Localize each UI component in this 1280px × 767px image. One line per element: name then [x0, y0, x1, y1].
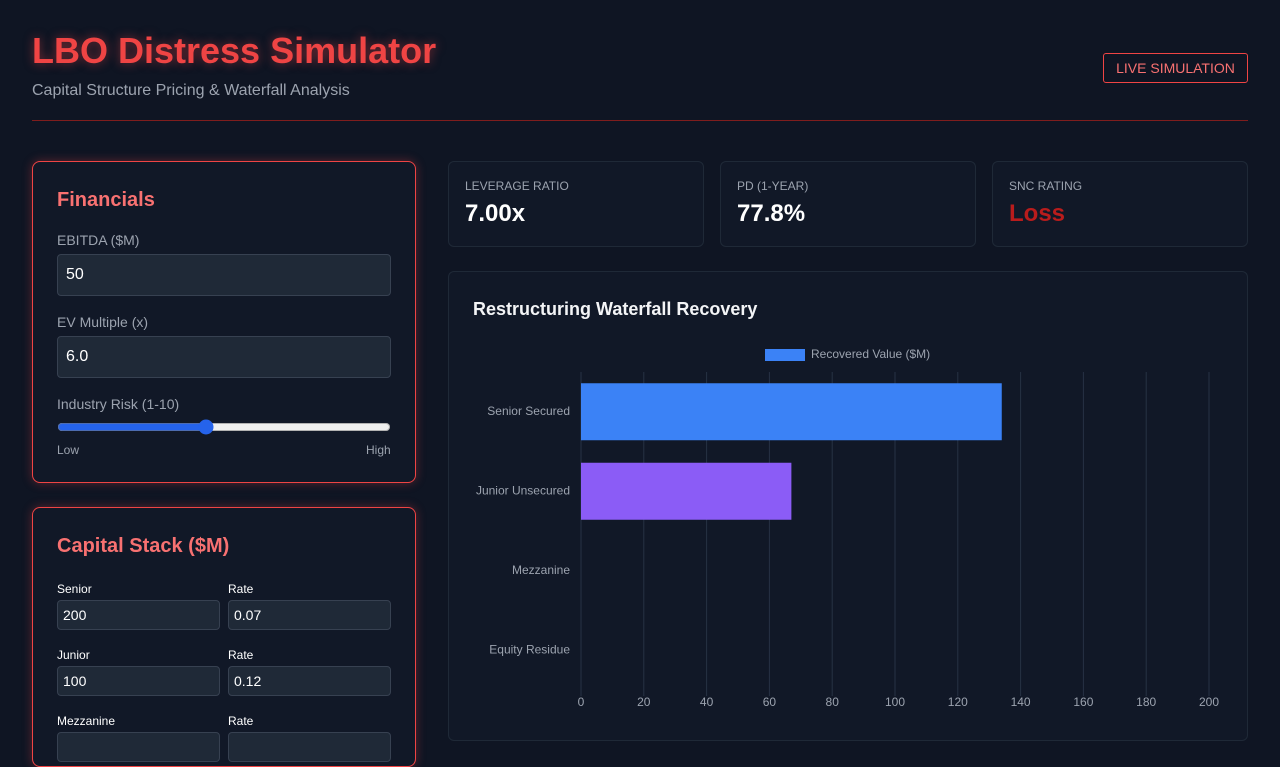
y-tick-label: Equity Residue: [489, 642, 570, 656]
field-label: EBITDA ($M): [57, 232, 140, 248]
page: LBO Distress Simulator Capital Structure…: [32, 30, 1248, 767]
slider-low: Low: [57, 443, 80, 457]
x-tick-label: 60: [763, 695, 777, 709]
stack-input[interactable]: [57, 732, 220, 762]
ebitda-input[interactable]: [57, 254, 391, 296]
field-label: Rate: [228, 582, 254, 596]
kpi-card: [448, 161, 704, 247]
bar: [581, 383, 1002, 441]
kpi-value: 7.00x: [465, 200, 526, 227]
app-title: LBO Distress Simulator: [32, 30, 437, 71]
x-tick-label: 0: [578, 695, 585, 709]
slider-high: High: [366, 443, 391, 457]
kpi-label: LEVERAGE RATIO: [465, 179, 569, 193]
legend-swatch: [765, 349, 805, 361]
kpi-label: SNC RATING: [1009, 179, 1083, 193]
risk-slider[interactable]: [57, 419, 391, 435]
multiple-input[interactable]: [57, 336, 391, 378]
bar: [581, 462, 792, 520]
y-tick-label: Junior Unsecured: [476, 483, 570, 497]
field-label: Rate: [228, 714, 254, 728]
field-label: EV Multiple (x): [57, 314, 149, 330]
x-tick-label: 40: [700, 695, 714, 709]
stack-input[interactable]: [228, 666, 391, 696]
panel-title: Financials: [57, 189, 155, 211]
chart: Restructuring Waterfall Recovery 0 20 40 60…: [473, 299, 1219, 709]
stack-input[interactable]: [228, 600, 391, 630]
field-label: Rate: [228, 648, 254, 662]
kpi-card: [992, 161, 1248, 247]
x-tick-label: 20: [637, 695, 651, 709]
kpi-value: 77.8%: [737, 200, 806, 227]
y-tick-label: Senior Secured: [487, 404, 570, 418]
field-label: Mezzanine: [57, 714, 116, 728]
x-tick-label: 120: [948, 695, 968, 709]
panel-title: Capital Stack ($M): [57, 535, 230, 557]
kpi-label: PD (1-YEAR): [737, 179, 809, 193]
x-tick-label: 100: [885, 695, 905, 709]
kpi-value: Loss: [1009, 200, 1066, 227]
x-tick-label: 160: [1073, 695, 1093, 709]
y-tick-label: Mezzanine: [512, 563, 570, 577]
kpi-card: [720, 161, 976, 247]
x-tick-label: 80: [826, 695, 840, 709]
divider: [32, 120, 1248, 121]
chart-title: Restructuring Waterfall Recovery: [473, 299, 757, 319]
stack-input[interactable]: [57, 666, 220, 696]
field-label: Senior: [57, 582, 92, 596]
app-subtitle: Capital Structure Pricing & Waterfall An…: [32, 82, 350, 99]
field-label: Junior: [57, 648, 90, 662]
x-tick-label: 200: [1199, 695, 1219, 709]
stack-input[interactable]: [228, 732, 391, 762]
live-badge[interactable]: LIVE SIMULATION: [1103, 53, 1248, 83]
legend-label: Recovered Value ($M): [811, 347, 930, 361]
field-label: Industry Risk (1-10): [57, 396, 180, 412]
x-tick-label: 180: [1136, 695, 1156, 709]
stack-input[interactable]: [57, 600, 220, 630]
x-tick-label: 140: [1011, 695, 1031, 709]
